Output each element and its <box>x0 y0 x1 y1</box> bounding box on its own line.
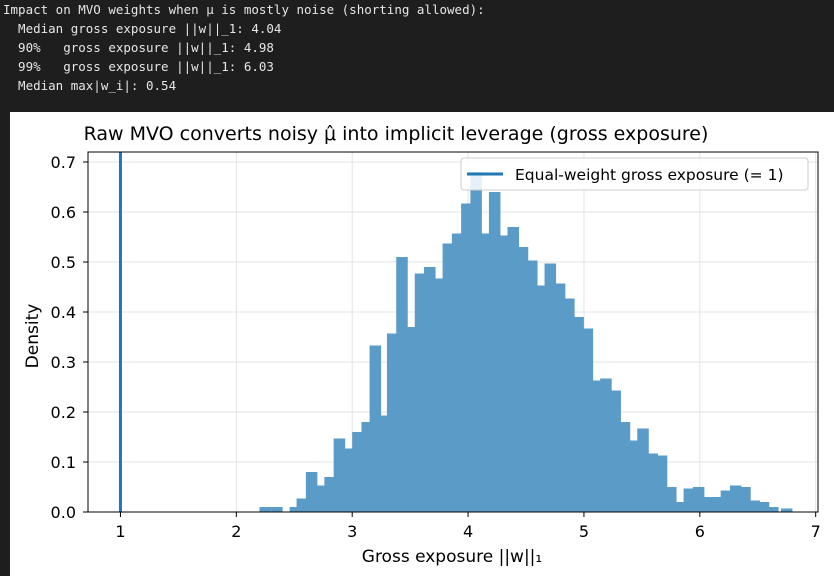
histogram-bars <box>259 172 793 512</box>
histogram-bar <box>414 273 427 512</box>
histogram-bar <box>609 390 621 512</box>
histogram-bar <box>259 507 272 512</box>
histogram-bar <box>516 247 529 512</box>
histogram-bar <box>563 298 575 512</box>
y-tick-label: 0.3 <box>51 353 76 372</box>
x-tick-label: 6 <box>695 522 705 541</box>
histogram-bar <box>665 487 677 512</box>
histogram-bar <box>739 487 751 512</box>
histogram-bar <box>479 233 492 512</box>
legend-box <box>460 157 809 191</box>
histogram-bar <box>424 267 436 512</box>
console-line: Median max|w_i|: 0.54 <box>3 78 177 93</box>
histogram-bar <box>342 448 355 512</box>
histogram-bar <box>720 490 733 512</box>
histogram-bar <box>683 488 696 512</box>
histogram-bar <box>396 257 408 512</box>
histogram-bar <box>405 327 418 512</box>
histogram-bar <box>315 485 327 512</box>
histogram-bar <box>271 507 283 512</box>
histogram-bar <box>433 278 445 512</box>
y-tick-label: 0.4 <box>51 303 76 322</box>
legend: Equal-weight gross exposure (= 1) <box>460 157 809 191</box>
chart-title: Raw MVO converts noisy μ̂ into implicit … <box>84 123 709 145</box>
histogram-bar <box>590 380 603 512</box>
histogram-bar <box>674 502 686 512</box>
plot-frame <box>87 151 819 513</box>
histogram-bar <box>780 508 793 512</box>
x-tick-label: 1 <box>115 522 125 541</box>
histogram-bar <box>333 438 346 512</box>
y-tick-label: 0.2 <box>51 403 76 422</box>
histogram-bar <box>377 415 390 512</box>
histogram-bar <box>544 263 557 512</box>
histogram-bar <box>627 440 640 512</box>
x-tick-label: 7 <box>811 522 821 541</box>
y-axis-title: Density <box>23 304 43 369</box>
histogram-bar <box>498 235 510 512</box>
x-tick-label: 2 <box>231 522 241 541</box>
histogram-bar <box>289 507 302 512</box>
histogram-bar <box>572 317 584 512</box>
histogram-bar <box>757 502 770 512</box>
y-tick-label: 0.1 <box>51 453 76 472</box>
x-tick-label: 5 <box>579 522 589 541</box>
y-tick-label: 0.5 <box>51 253 76 272</box>
console-line: 90% gross exposure ||w||_1: 4.98 <box>3 40 274 55</box>
histogram-bar <box>600 378 612 512</box>
histogram-bar <box>461 203 473 512</box>
histogram-bar <box>729 485 742 512</box>
histogram-bar <box>369 345 382 512</box>
legend-label: Equal-weight gross exposure (= 1) <box>515 166 784 184</box>
histogram-bar <box>386 333 399 512</box>
console-line: 99% gross exposure ||w||_1: 6.03 <box>3 59 274 74</box>
histogram-bar <box>296 498 309 512</box>
histogram-bar <box>711 497 723 512</box>
histogram-bar <box>361 422 373 512</box>
histogram-bar <box>507 227 519 512</box>
histogram-bar <box>442 243 455 512</box>
x-tick-label: 4 <box>463 522 473 541</box>
axis-ticks: 1 2 3 4 5 6 7 0.0 0.1 0.2 0.3 0.4 0.5 0.6 0.7 <box>51 153 821 541</box>
x-axis-title: Gross exposure ||w||₁ <box>362 547 542 567</box>
histogram-bar <box>581 328 594 512</box>
histogram-bar <box>324 477 336 512</box>
console-line: Impact on MVO weights when μ is mostly n… <box>3 2 485 17</box>
y-tick-label: 0.0 <box>51 503 76 522</box>
histogram-bar <box>618 422 631 512</box>
figure-canvas: Raw MVO converts noisy μ̂ into implicit … <box>10 112 834 576</box>
histogram-bar <box>535 285 547 512</box>
histogram-bar <box>767 507 779 512</box>
y-tick-label: 0.6 <box>51 203 76 222</box>
console-output: Impact on MVO weights when μ is mostly n… <box>0 0 834 112</box>
histogram-bar <box>646 453 659 512</box>
histogram-bar <box>692 487 705 512</box>
histogram-bar <box>655 455 668 512</box>
x-tick-label: 3 <box>347 522 357 541</box>
histogram-bar <box>488 192 501 512</box>
histogram-bar <box>470 172 482 512</box>
y-tick-label: 0.7 <box>51 153 76 172</box>
histogram-bar <box>702 497 714 512</box>
histogram-bar <box>451 233 464 512</box>
console-line: Median gross exposure ||w||_1: 4.04 <box>3 21 282 36</box>
histogram-bar <box>553 283 566 512</box>
histogram-chart: Raw MVO converts noisy μ̂ into implicit … <box>23 123 821 567</box>
histogram-bar <box>526 260 538 512</box>
histogram-bar <box>637 428 649 512</box>
histogram-bar <box>305 472 318 512</box>
histogram-bar <box>352 432 364 512</box>
histogram-bar <box>748 500 761 512</box>
